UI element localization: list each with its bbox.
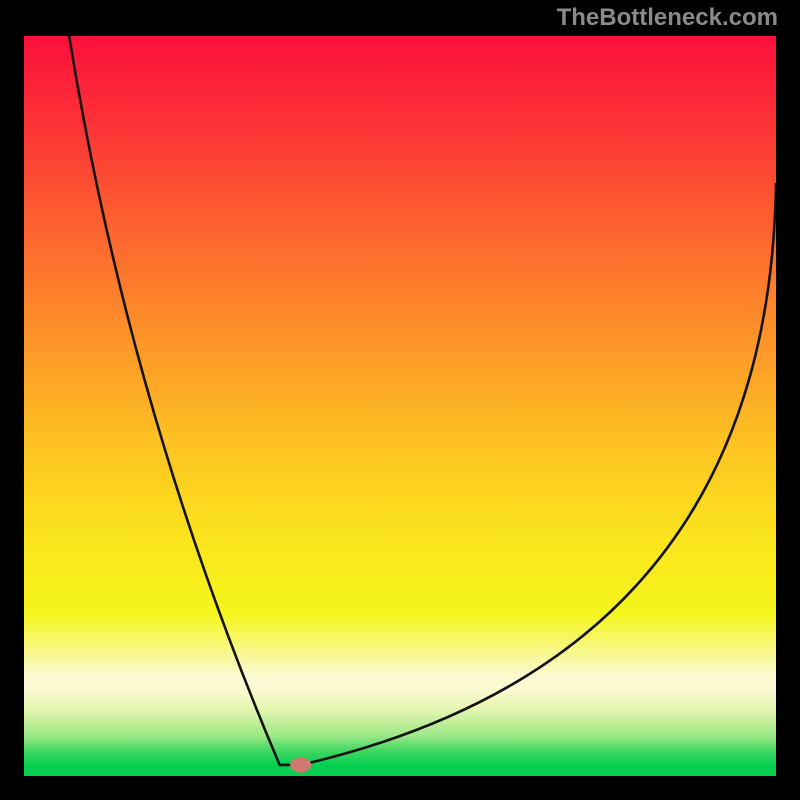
optimum-marker — [290, 757, 311, 773]
watermark-label: TheBottleneck.com — [557, 4, 778, 32]
chart-background — [24, 36, 776, 776]
figure-container: TheBottleneck.com — [0, 0, 800, 800]
bottleneck-chart — [24, 36, 776, 776]
